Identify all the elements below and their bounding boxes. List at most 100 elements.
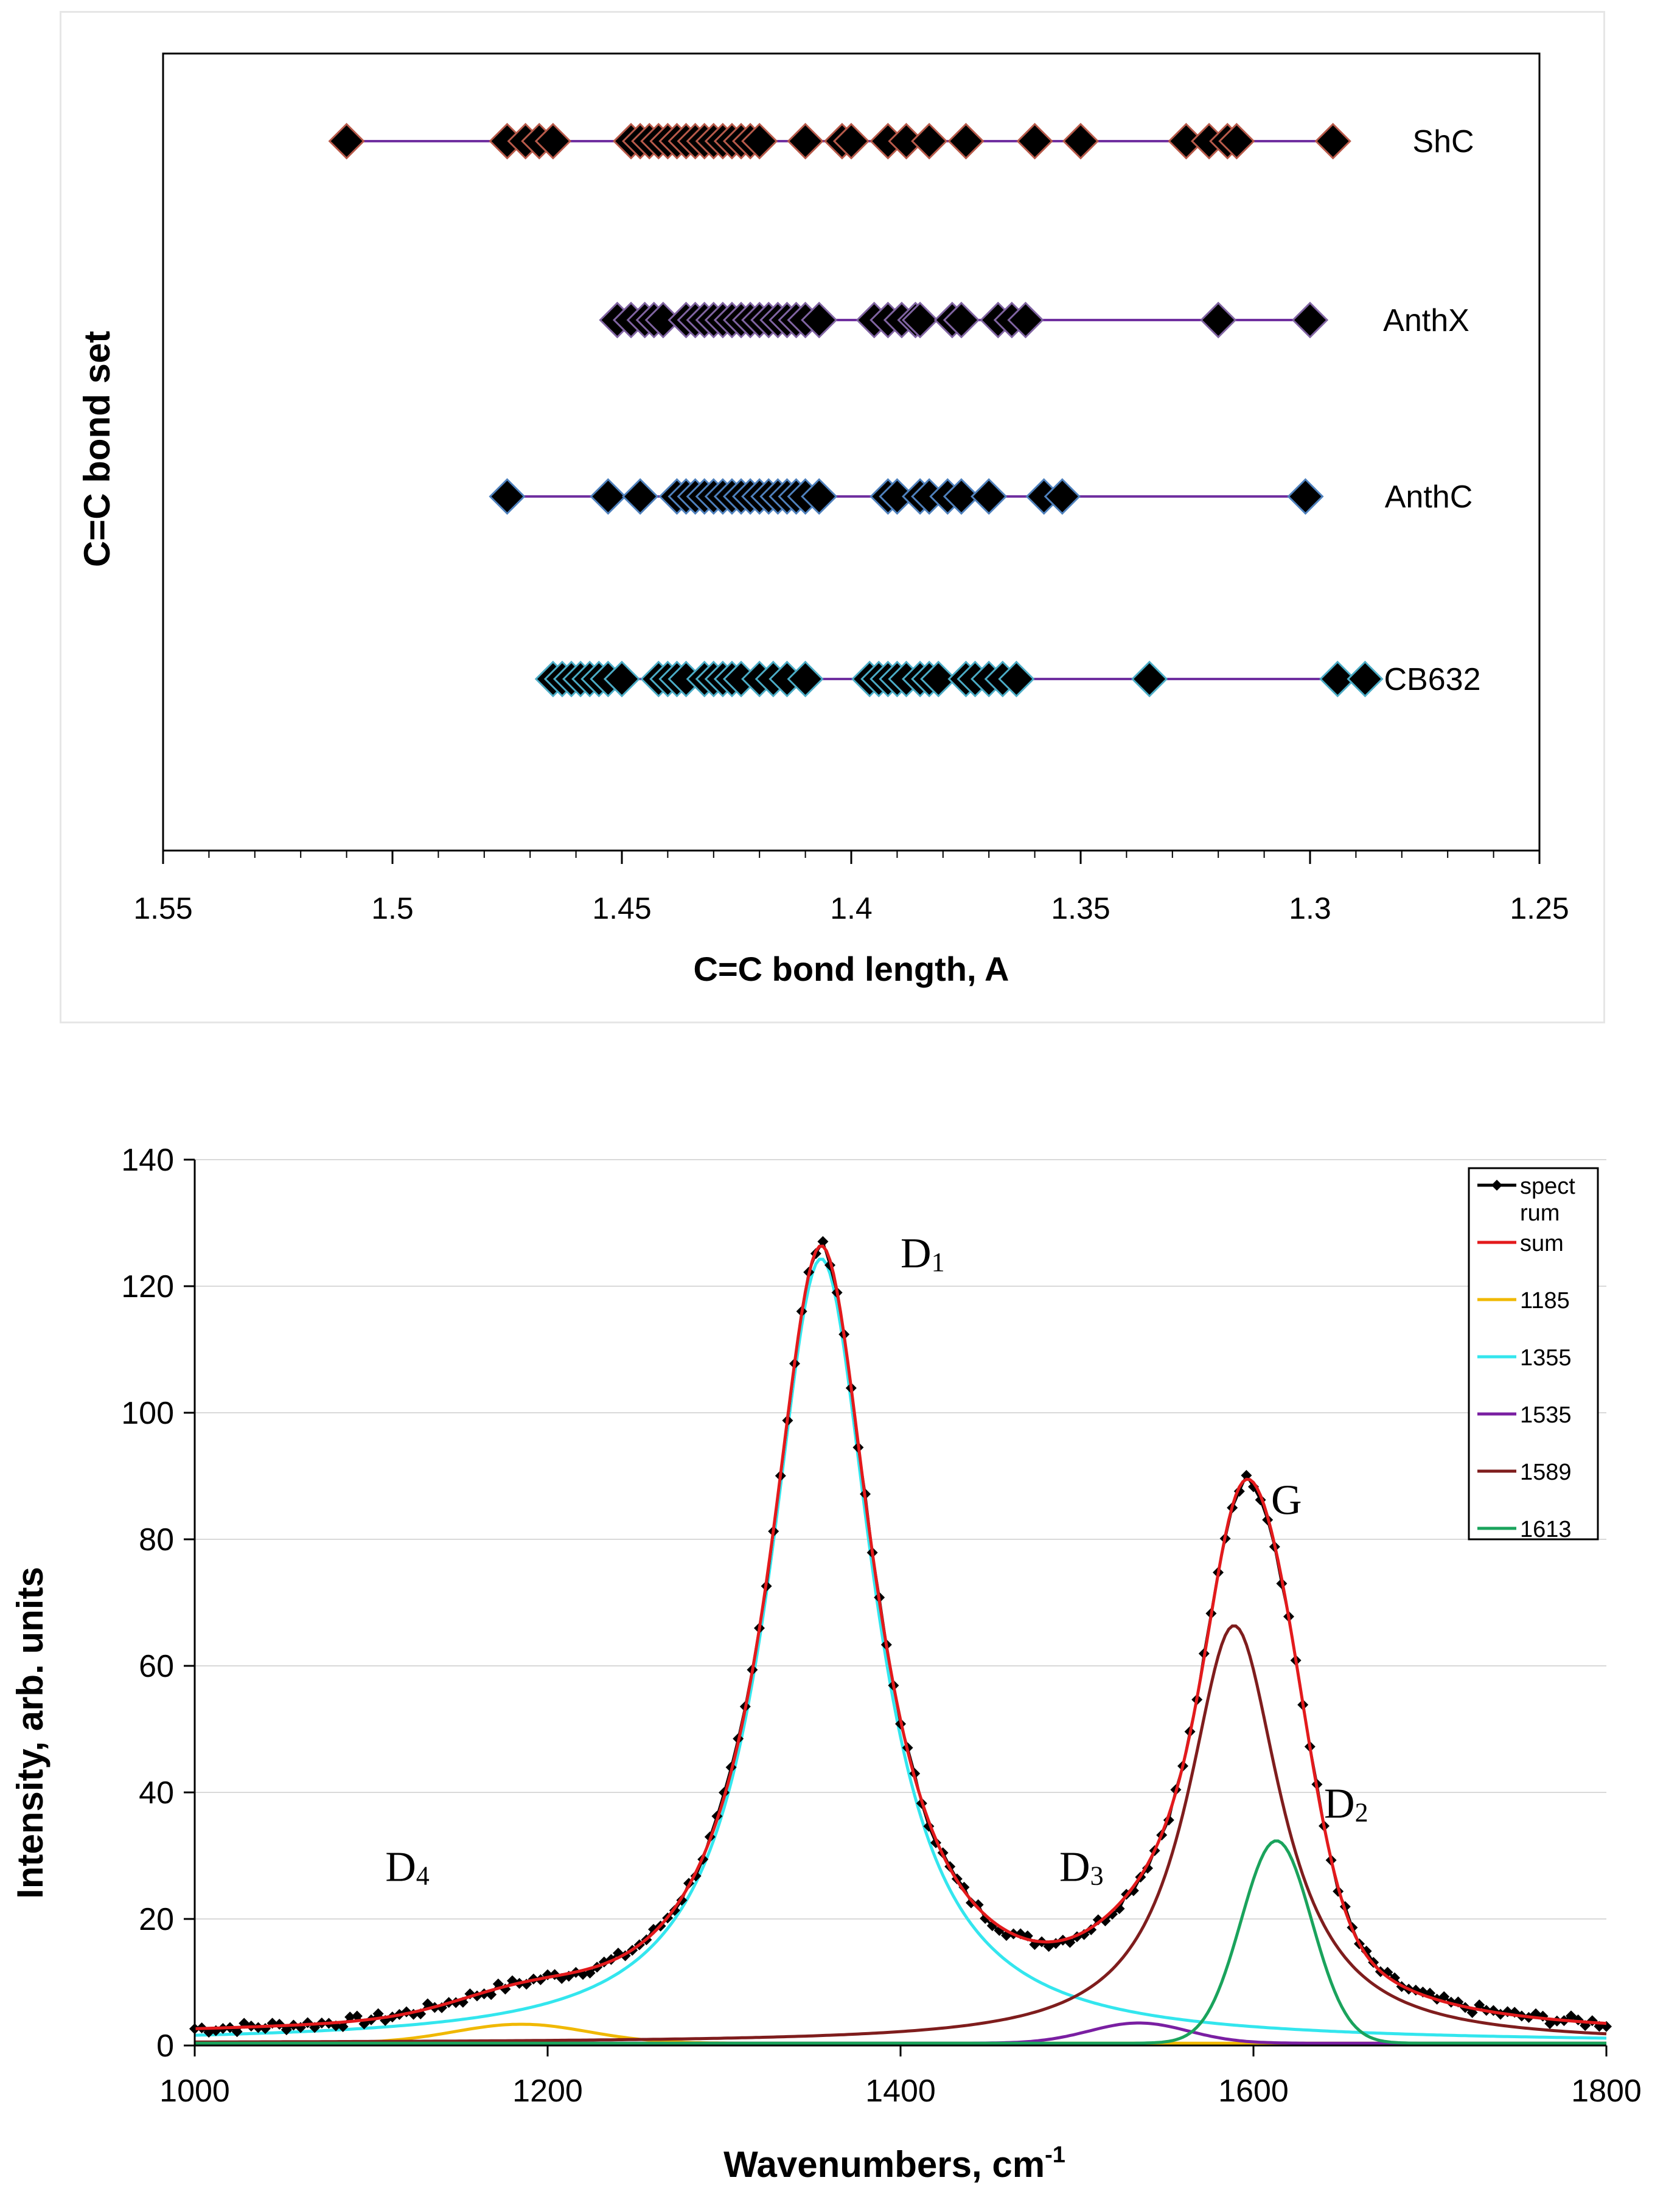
bond-length-chart: 1.55 1.5 1.45 1.4 1.35 1.3 1.25 ShC AnthX AnthC C…: [77, 52, 1569, 988]
y-tick-label: 20: [139, 1902, 174, 1937]
legend-entry: 1589: [1477, 1460, 1572, 1485]
legend-entry: sum: [1477, 1231, 1564, 1256]
y-tick-label: 40: [139, 1775, 174, 1811]
data-point: [801, 478, 838, 515]
data-point: [911, 122, 948, 160]
x-axis-title-sup: -1: [1045, 2142, 1065, 2168]
data-point: [1218, 122, 1255, 160]
x-tick-label: 1400: [865, 2073, 936, 2109]
x-axis-title-text: Wavenumbers, cm: [723, 2144, 1045, 2185]
x-tick-label: 1.35: [1051, 891, 1110, 925]
peak-label-d2: D2: [1324, 1781, 1368, 1828]
data-point: [1131, 660, 1168, 698]
data-point: [328, 122, 365, 160]
spectrum-point: [351, 2010, 363, 2022]
data-point: [1287, 478, 1324, 515]
legend: spect rum sum 1185 1355 1535 1589 1613: [1468, 1167, 1599, 1542]
x-axis-title: C=C bond length, A: [694, 950, 1009, 988]
legend-label: 1535: [1520, 1402, 1572, 1428]
data-point: [947, 122, 985, 160]
y-tick-label: 0: [156, 2028, 174, 2064]
spectrum-point: [817, 1236, 829, 1247]
series-label: AnthX: [1383, 303, 1469, 338]
peak-label-base: G: [1271, 1477, 1302, 1523]
y-tick-label: 100: [121, 1396, 174, 1431]
data-point: [1016, 122, 1053, 160]
component-curve-1355: [194, 1258, 1607, 2040]
data-point: [787, 660, 824, 698]
y-gridlines: [195, 1159, 1606, 1920]
chart-panel-bond-lengths: [60, 11, 1605, 1023]
spectrum-point: [1566, 2010, 1577, 2022]
data-point: [590, 478, 627, 515]
y-tick-label: 60: [139, 1649, 174, 1684]
peak-label-d4: D4: [385, 1844, 430, 1891]
peak-label-base: D: [1324, 1781, 1355, 1828]
data-point: [998, 660, 1035, 698]
legend-label: sum: [1520, 1231, 1564, 1256]
data-point: [1200, 301, 1237, 339]
peak-label-base: D: [1059, 1844, 1090, 1891]
peak-label-d1: D1: [901, 1230, 945, 1277]
component-curve-1613: [195, 1839, 1606, 2045]
plot-area-border: [162, 52, 1541, 852]
legend-label: 1613: [1520, 1517, 1572, 1542]
legend-entry: 1355: [1477, 1345, 1572, 1371]
series-AnthC: AnthC: [489, 478, 1473, 515]
bond-sets: ShC AnthX AnthC CB632: [328, 122, 1481, 698]
x-tick-label: 1800: [1571, 2073, 1642, 2109]
series-CB632: CB632: [534, 660, 1481, 698]
series-ShC: ShC: [328, 122, 1474, 160]
legend-label-line: rum: [1520, 1200, 1560, 1226]
data-point: [787, 122, 824, 160]
x-tick-label: 1000: [159, 2073, 230, 2109]
component-curve-1589: [195, 1624, 1607, 2044]
x-tick-label: 1.4: [830, 891, 873, 925]
y-axis-title-2: Intensity, arb. units: [10, 1567, 51, 1899]
spectrum-point: [337, 2021, 349, 2032]
legend-label: 1185: [1520, 1288, 1570, 1314]
x-tick-label: 1200: [512, 2073, 583, 2109]
data-point: [1007, 301, 1044, 339]
series-label: CB632: [1384, 662, 1481, 697]
peak-label-sub: 2: [1355, 1798, 1368, 1828]
data-point: [622, 478, 659, 515]
legend-entry: spect rum: [1477, 1174, 1575, 1226]
data-point: [943, 478, 980, 515]
data-point: [920, 660, 957, 698]
data-point: [1347, 660, 1384, 698]
x-tick-label: 1.25: [1510, 891, 1569, 925]
y-axis-title: C=C bond set: [77, 331, 117, 567]
data-point: [603, 660, 641, 698]
fit-curves: [189, 1236, 1612, 2045]
data-point: [971, 478, 1008, 515]
y-tick-label: 120: [121, 1269, 174, 1304]
spectrum-point: [972, 1899, 984, 1910]
x-axis-ticks: 1.55 1.5 1.45 1.4 1.35 1.3 1.25: [133, 851, 1569, 925]
peak-label-base: D: [385, 1844, 416, 1891]
sum-curve: [194, 1244, 1607, 2030]
peak-label-base: D: [901, 1230, 932, 1277]
data-point: [534, 122, 572, 160]
data-point: [1062, 122, 1100, 160]
peak-label-sub: 1: [932, 1247, 945, 1277]
data-point: [943, 301, 980, 339]
x-axis-title-2: Wavenumbers, cm-1: [723, 2142, 1065, 2185]
raman-spectrum-chart: 0 20 40 60 80 100 120 140 1000 1200 1400 1600 1800 D…: [10, 1143, 1642, 2185]
y-tick-label: 140: [121, 1143, 174, 1178]
data-point: [489, 478, 526, 515]
peak-label-sub: 3: [1090, 1861, 1104, 1891]
x-tick-label: 1.45: [592, 891, 651, 925]
data-point: [801, 301, 838, 339]
data-point: [901, 301, 939, 339]
spectrum-points: [189, 1236, 1612, 2038]
spectrum-line: [194, 1238, 1607, 2034]
legend-label: spect rum: [1520, 1174, 1575, 1226]
legend-box: [1468, 1167, 1599, 1541]
data-point: [1044, 478, 1081, 515]
legend-entry: 1535: [1477, 1402, 1572, 1428]
peak-label-d3: D3: [1059, 1844, 1104, 1891]
x-tick-label: 1.5: [371, 891, 414, 925]
